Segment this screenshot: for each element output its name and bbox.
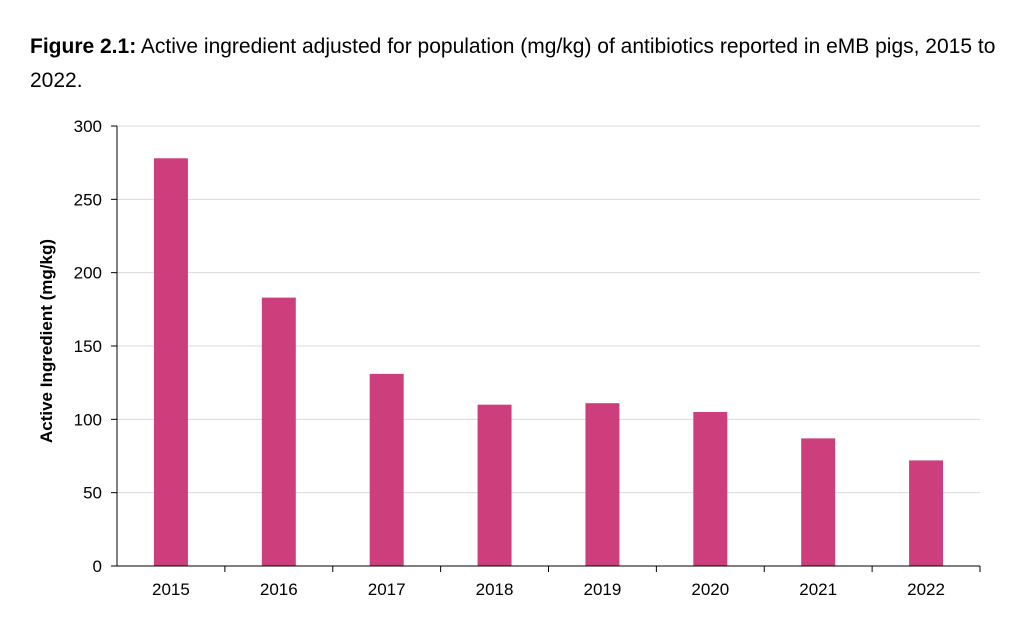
- bar-2020: [693, 412, 728, 566]
- y-axis-title: Active Ingredient (mg/kg): [37, 239, 56, 443]
- x-tick-label: 2019: [584, 580, 622, 599]
- x-tick-label: 2018: [476, 580, 514, 599]
- y-tick-label: 0: [93, 557, 102, 576]
- tick-labels: 0 50 100 150 200 250 300 2015 2016 2017 2018 2019 20…: [74, 117, 945, 599]
- bar-2018: [477, 404, 512, 566]
- bar-2016: [261, 297, 296, 566]
- y-tick-label: 150: [74, 337, 102, 356]
- y-tick-label: 250: [74, 190, 102, 209]
- gridlines: [117, 125, 980, 494]
- y-tick-label: 300: [74, 117, 102, 136]
- figure-caption: Figure 2.1: Active ingredient adjusted f…: [30, 30, 1010, 98]
- bar-2015: [153, 158, 188, 566]
- bar-2022: [909, 460, 944, 566]
- x-tick-label: 2016: [260, 580, 298, 599]
- axes: [111, 125, 981, 572]
- bar-2021: [801, 438, 836, 566]
- bar-2017: [369, 373, 404, 566]
- x-tick-label: 2022: [907, 580, 945, 599]
- figure-title: Active ingredient adjusted for populatio…: [30, 35, 996, 92]
- x-tick-label: 2020: [691, 580, 729, 599]
- figure-label: Figure 2.1:: [30, 35, 137, 58]
- x-tick-label: 2015: [152, 580, 190, 599]
- y-tick-label: 100: [74, 410, 102, 429]
- y-tick-label: 200: [74, 264, 102, 283]
- x-tick-label: 2021: [799, 580, 837, 599]
- x-tick-label: 2017: [368, 580, 406, 599]
- bars: [153, 158, 944, 566]
- bar-2019: [585, 403, 620, 566]
- y-tick-label: 50: [83, 484, 102, 503]
